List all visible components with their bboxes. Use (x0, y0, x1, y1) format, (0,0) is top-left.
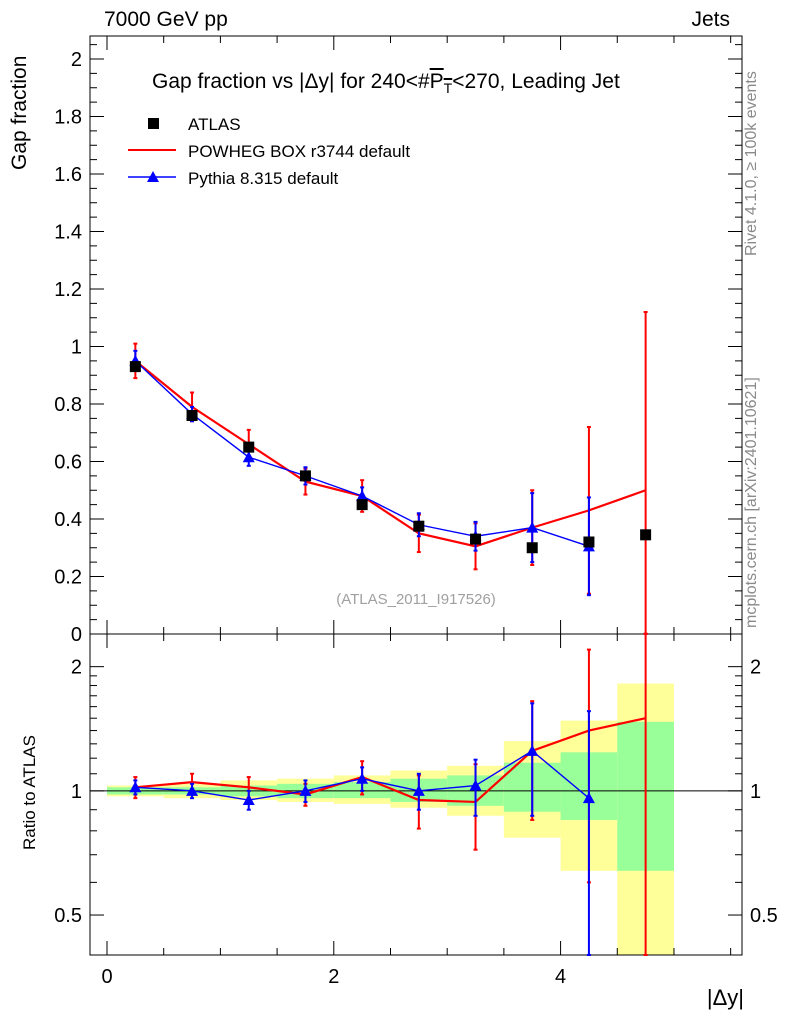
ratio-y-tick-label: 2 (71, 657, 82, 679)
atlas-point (129, 361, 141, 373)
legend-entry-1: POWHEG BOX r3744 default (188, 142, 410, 161)
pythia-line (134, 360, 590, 547)
x-axis-label: |Δy| (706, 985, 744, 1010)
ratio-pythia-point (469, 779, 482, 791)
plot-title: Gap fraction vs |Δy| for 240<#PT<270, Le… (152, 70, 620, 96)
x-tick-label: 0 (101, 966, 112, 988)
top-y-tick-label: 0.8 (54, 394, 82, 416)
ratio-panel: 0 2 4 0.5 0.5 1 1 2 2 (54, 633, 778, 988)
x-tick-label: 2 (328, 966, 339, 988)
ratio-pythia-point (299, 784, 312, 796)
atlas-point (243, 441, 255, 453)
ratio-y-tick-label: 1 (71, 781, 82, 803)
ratio-y-tick-label: 0.5 (54, 905, 82, 927)
top-y-tick-label: 1.4 (54, 222, 82, 244)
top-y-tick-label: 0 (71, 624, 82, 646)
ratio-y-tick-label-right: 2 (750, 657, 761, 679)
ratio-pythia-point (242, 794, 255, 806)
atlas-point (356, 499, 368, 511)
top-panel: 0 0.2 0.4 0.6 0.8 1 1.2 1.4 1.6 1.8 2 (ATLAS_2011_I… (54, 35, 743, 646)
top-y-tick-label: 1.8 (54, 107, 82, 129)
ratio-y-tick-label-right: 1 (750, 781, 761, 803)
top-y-tick-label: 0.6 (54, 452, 82, 474)
ratio-pythia-point (412, 784, 425, 796)
plot-title-pt: PT (429, 70, 453, 97)
atlas-point (526, 542, 538, 554)
atlas-point (583, 536, 595, 548)
top-y-tick-label: 2 (71, 49, 82, 71)
legend-entry-0: ATLAS (188, 115, 241, 134)
top-y-tick-label: 1.6 (54, 164, 82, 186)
atlas-point (470, 533, 482, 545)
x-tick-label: 4 (555, 966, 566, 988)
ratio-pythia-point (582, 792, 595, 804)
top-y-tick-label: 0.2 (54, 567, 82, 589)
pythia-point (242, 451, 255, 463)
plot-title-t: T (443, 80, 453, 97)
pythia-point (356, 490, 369, 501)
header-right-label: Jets (691, 8, 730, 31)
legend-atlas-marker (148, 118, 159, 129)
ratio-frame (89, 633, 743, 956)
powheg-line (134, 360, 646, 548)
ratio-y-tick-label-right: 0.5 (750, 905, 778, 927)
analysis-id-watermark: (ATLAS_2011_I917526) (336, 591, 496, 608)
ratio-powheg-line (135, 717, 646, 804)
top-y-tick-label: 0.4 (54, 509, 82, 531)
atlas-point (413, 520, 425, 532)
atlas-point (186, 410, 198, 421)
plot-title-prefix: Gap fraction vs |Δy| for 240<# (152, 70, 430, 93)
atlas-point (299, 470, 311, 482)
ratio-pythia-point (356, 772, 369, 784)
plot-title-p: P (429, 70, 444, 93)
pythia-point (526, 521, 539, 533)
legend-pythia-marker (147, 171, 159, 182)
ratio-pythia-point (186, 784, 199, 796)
atlas-point (640, 529, 652, 541)
ratio-pythia-point (129, 781, 142, 793)
legend-entry-2: Pythia 8.315 default (188, 169, 339, 188)
ratio-pythia-point (526, 744, 539, 756)
header-left-label: 7000 GeV pp (104, 8, 228, 31)
top-y-tick-label: 1.2 (54, 279, 82, 301)
plot-title-suffix: <270, Leading Jet (452, 70, 620, 93)
top-y-tick-label: 1 (71, 337, 82, 359)
